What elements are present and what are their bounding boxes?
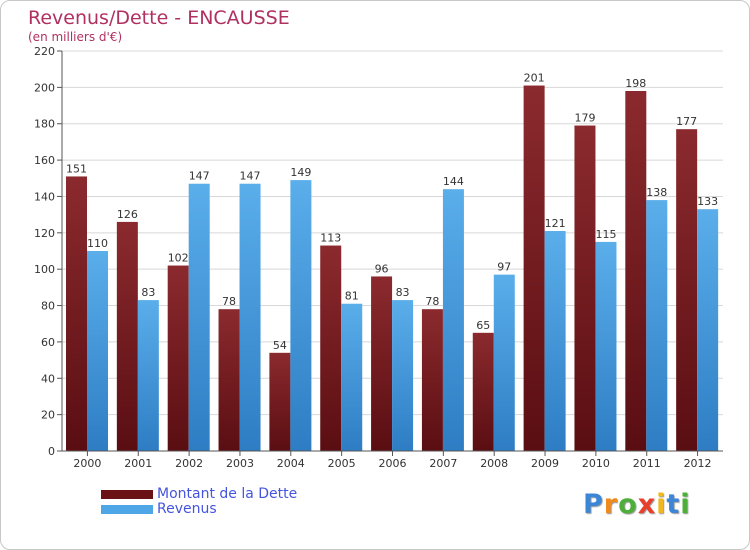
y-tick-label: 80 — [41, 300, 55, 313]
data-label-dette: 96 — [375, 262, 389, 275]
x-tick-label: 2007 — [429, 457, 457, 470]
bar-dette — [320, 245, 342, 451]
bar-revenus — [239, 183, 261, 451]
data-labels: 151 110 126 83 102 147 78 147 54 149 113 81 96 83 78 14… — [66, 72, 718, 352]
bar-dette — [574, 125, 596, 451]
bar-revenus — [137, 300, 159, 451]
data-label-dette: 78 — [222, 295, 236, 308]
bar-revenus — [290, 180, 312, 451]
x-tick-label: 2003 — [226, 457, 254, 470]
y-tick-label: 180 — [34, 118, 55, 131]
data-label-revenus: 147 — [189, 170, 210, 183]
bar-dette — [371, 276, 393, 451]
logo-letter: i — [680, 489, 691, 520]
axes: 0 20 40 60 80 100 120 140 160 180 200 220 2000 2001 20… — [34, 45, 723, 470]
data-label-dette: 177 — [676, 115, 697, 128]
x-tick-label: 2009 — [531, 457, 559, 470]
data-label-dette: 54 — [273, 339, 287, 352]
data-label-dette: 65 — [476, 319, 490, 332]
bar-dette — [676, 129, 698, 451]
bar-revenus — [595, 241, 617, 451]
x-tick-label: 2005 — [328, 457, 356, 470]
data-label-revenus: 133 — [697, 195, 718, 208]
x-tick-label: 2004 — [277, 457, 305, 470]
data-label-dette: 126 — [117, 208, 138, 221]
x-tick-label: 2010 — [582, 457, 610, 470]
legend-label-dette: Montant de la Dette — [157, 486, 298, 502]
x-tick-label: 2008 — [480, 457, 508, 470]
y-tick-label: 40 — [41, 372, 55, 385]
proxiti-logo: Proxiti — [583, 489, 691, 520]
bar-revenus — [341, 303, 363, 451]
logo-letter: o — [618, 489, 638, 520]
data-label-dette: 179 — [574, 112, 595, 125]
y-tick-label: 200 — [34, 81, 55, 94]
y-tick-label: 60 — [41, 336, 55, 349]
x-tick-label: 2001 — [124, 457, 152, 470]
logo-letter: P — [583, 489, 604, 520]
bar-dette — [523, 85, 545, 451]
bar-revenus — [544, 231, 566, 451]
y-tick-label: 120 — [34, 227, 55, 240]
x-tick-label: 2000 — [73, 457, 101, 470]
data-label-revenus: 144 — [443, 175, 464, 188]
chart-subtitle: (en milliers d'€) — [28, 30, 123, 44]
bar-dette — [269, 352, 291, 451]
legend-swatch-dette — [101, 490, 153, 499]
data-label-revenus: 110 — [87, 237, 108, 250]
bar-dette — [66, 176, 87, 452]
bar-dette — [167, 265, 189, 451]
bars — [66, 85, 719, 452]
data-label-dette: 102 — [168, 252, 189, 265]
y-tick-label: 100 — [34, 263, 55, 276]
y-tick-label: 20 — [41, 409, 55, 422]
bar-revenus — [392, 300, 414, 451]
logo-letter: r — [603, 489, 619, 520]
bar-dette — [116, 221, 138, 451]
data-label-revenus: 121 — [545, 217, 566, 230]
data-label-revenus: 81 — [345, 290, 359, 303]
bar-dette — [472, 332, 494, 451]
data-label-dette: 151 — [66, 162, 87, 175]
bar-revenus — [493, 274, 515, 451]
data-label-dette: 78 — [425, 295, 439, 308]
data-label-revenus: 83 — [396, 286, 410, 299]
logo-letter: t — [666, 489, 681, 520]
y-tick-label: 160 — [34, 154, 55, 167]
y-tick-label: 0 — [48, 445, 55, 458]
y-tick-label: 220 — [34, 45, 55, 58]
legend-label-revenus: Revenus — [157, 501, 217, 517]
y-tick-label: 140 — [34, 190, 55, 203]
x-tick-label: 2002 — [175, 457, 203, 470]
data-label-revenus: 138 — [646, 186, 667, 199]
data-label-revenus: 147 — [240, 170, 261, 183]
chart-title: Revenus/Dette - ENCAUSSE — [28, 7, 290, 29]
bar-revenus — [697, 209, 719, 451]
bar-revenus — [442, 189, 464, 451]
bar-revenus — [646, 200, 668, 451]
bar-revenus — [188, 183, 210, 451]
x-tick-label: 2006 — [379, 457, 407, 470]
data-label-dette: 201 — [524, 72, 545, 85]
legend-swatch-revenus — [101, 505, 153, 514]
x-tick-label: 2012 — [684, 457, 712, 470]
bar-revenus — [87, 251, 108, 451]
x-tick-label: 2011 — [633, 457, 661, 470]
logo-letter: x — [637, 489, 657, 520]
data-label-revenus: 97 — [497, 261, 511, 274]
data-label-dette: 113 — [320, 232, 341, 245]
data-label-dette: 198 — [625, 77, 646, 90]
bar-dette — [421, 309, 443, 451]
logo-letter: i — [656, 489, 667, 520]
bar-dette — [218, 309, 240, 451]
data-label-revenus: 115 — [595, 228, 616, 241]
data-label-revenus: 83 — [141, 286, 155, 299]
data-label-revenus: 149 — [290, 166, 311, 179]
bar-dette — [625, 91, 647, 451]
